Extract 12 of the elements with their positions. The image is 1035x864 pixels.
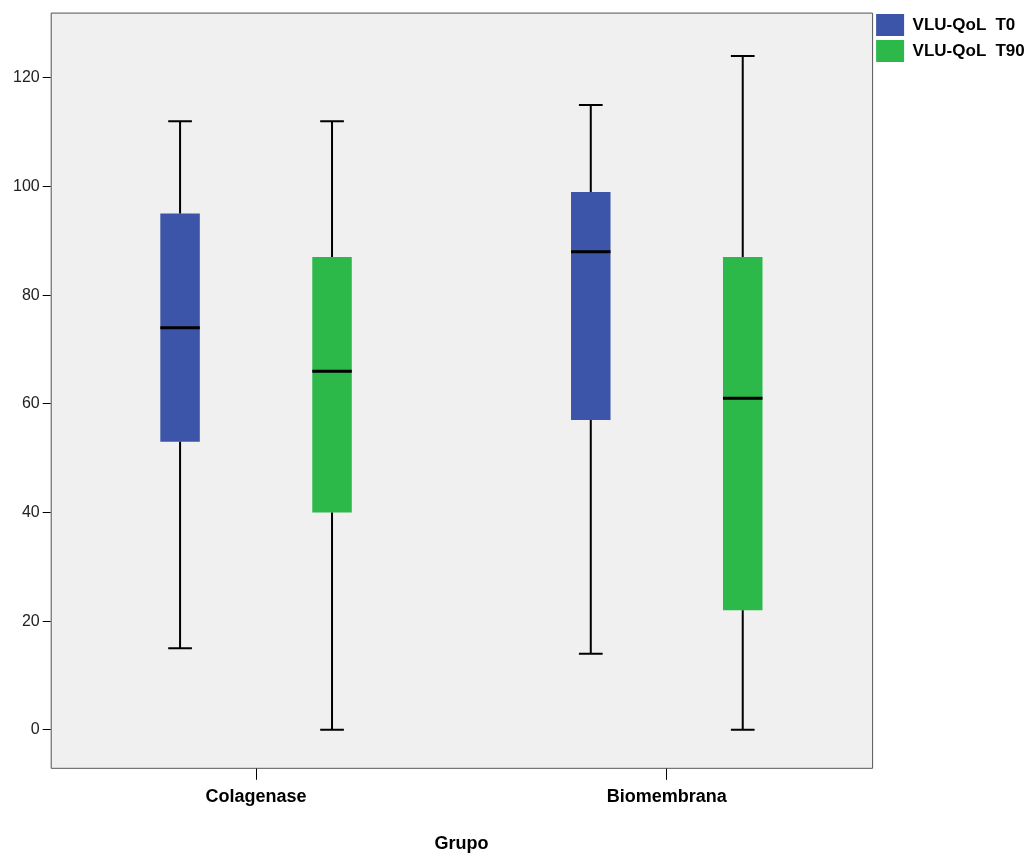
legend-label: VLU-QoL T0 — [912, 14, 1016, 34]
x-axis-title: Grupo — [434, 833, 489, 854]
y-tick-label: 80 — [21, 285, 40, 303]
y-tick-label: 20 — [21, 611, 40, 629]
x-tick-label: Colagenase — [205, 785, 307, 806]
y-tick-label: 100 — [12, 176, 40, 194]
y-tick-label: 120 — [12, 68, 40, 86]
x-tick-label: Biomembrana — [606, 785, 728, 806]
legend-label: VLU-QoL T90 — [912, 40, 1025, 60]
y-tick-label: 60 — [21, 394, 40, 412]
y-tick-label: 0 — [30, 720, 40, 738]
y-tick-label: 40 — [21, 502, 40, 520]
